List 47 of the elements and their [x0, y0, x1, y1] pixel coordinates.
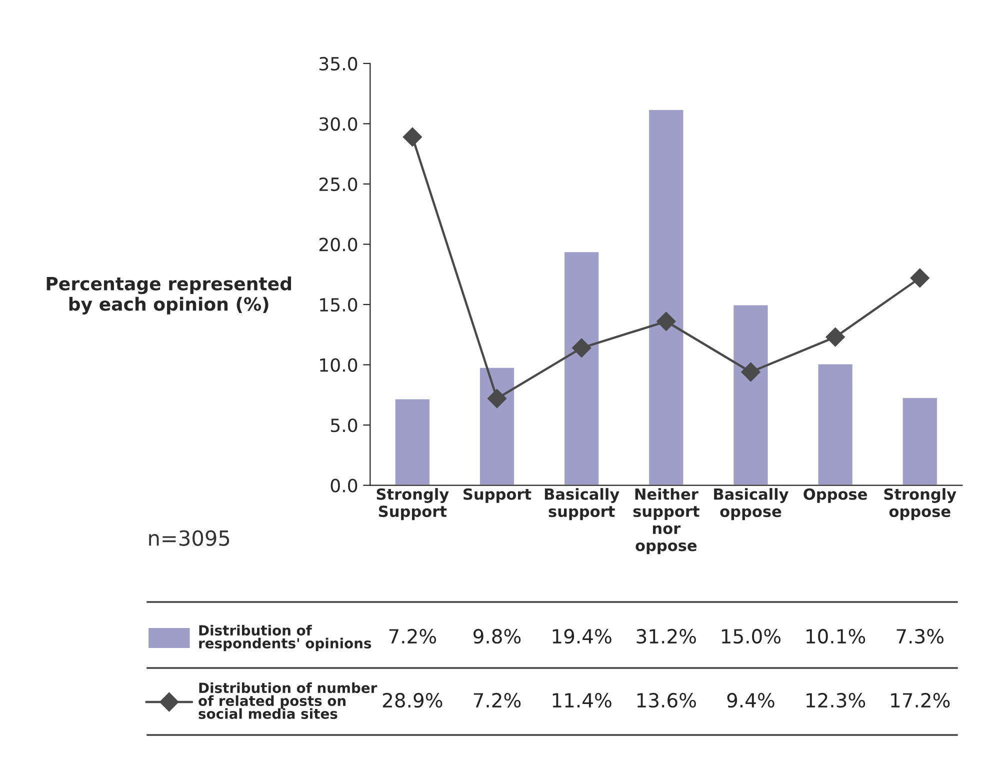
- point: [572, 338, 592, 358]
- x-tick-label: Strongly Support: [376, 488, 449, 520]
- data-label: 17.2%: [891, 692, 950, 708]
- y-tick-label: 5.0: [331, 418, 358, 432]
- x-tick-label: Neither support nor oppose: [633, 488, 700, 554]
- y-tick-label: 10.0: [320, 358, 358, 372]
- data-label: 7.2%: [389, 628, 436, 644]
- data-label: 11.4%: [552, 692, 612, 708]
- legend-label: Distribution of number of related posts on social media sites: [198, 682, 378, 719]
- data-label: 28.9%: [382, 692, 442, 708]
- point: [487, 388, 507, 408]
- data-label: 9.4%: [727, 692, 774, 708]
- x-tick-label: Basically support: [544, 488, 620, 520]
- data-label: 19.4%: [552, 628, 612, 644]
- legend-label: Distribution of respondents' opinions: [199, 624, 372, 652]
- data-label: 13.6%: [637, 692, 696, 708]
- y-tick-label: 20.0: [319, 238, 358, 252]
- bar: [478, 366, 516, 486]
- x-tick-label: Support: [464, 488, 532, 503]
- data-label: 12.3%: [806, 692, 866, 708]
- text: n=3095: [149, 530, 230, 546]
- data-label: 15.0%: [722, 628, 781, 644]
- point: [741, 362, 760, 382]
- y-tick-label: 15.0: [320, 298, 358, 312]
- y-axis-title: Percentage represented by each opinion (%): [46, 276, 291, 314]
- x-tick-label: Oppose: [804, 488, 867, 503]
- y-tick-label: 35.0: [320, 56, 358, 71]
- y-tick-label: 25.0: [319, 177, 358, 192]
- data-label: 7.2%: [474, 692, 521, 708]
- y-tick-label: 30.0: [320, 117, 358, 131]
- bar: [816, 362, 854, 486]
- x-tick-label: Basically oppose: [714, 488, 788, 520]
- bar: [901, 396, 938, 486]
- data-label: 31.2%: [636, 628, 696, 644]
- point: [826, 328, 845, 347]
- y-tick-label: 0.0: [330, 478, 358, 492]
- x-tick-label: Strongly oppose: [884, 488, 956, 520]
- data-label: 9.8%: [474, 628, 521, 644]
- bar: [648, 108, 685, 486]
- point: [402, 127, 422, 147]
- bar: [394, 398, 431, 486]
- point: [910, 268, 930, 288]
- bar: [732, 304, 770, 486]
- data-label: 10.1%: [806, 628, 866, 644]
- data-label: 7.3%: [896, 628, 944, 644]
- point: [656, 312, 676, 331]
- bar: [563, 250, 600, 486]
